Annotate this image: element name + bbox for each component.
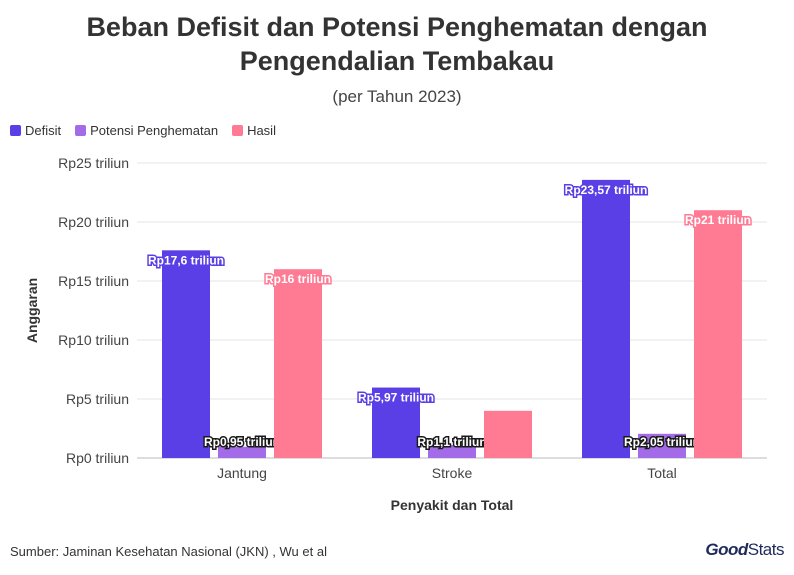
- y-axis-title: Anggaran: [24, 278, 40, 343]
- data-label: Rp21 triliun: [685, 213, 751, 227]
- data-label: Rp1,1 triliun: [417, 435, 486, 449]
- legend: Defisit Potensi Penghematan Hasil: [10, 123, 276, 138]
- y-tick-label: Rp15 triliun: [58, 273, 129, 289]
- bar-potensi-penghematan-stroke: [428, 445, 476, 458]
- legend-swatch-defisit: [10, 125, 21, 136]
- x-tick-label: Total: [647, 465, 677, 481]
- y-tick-label: Rp25 triliun: [58, 155, 129, 171]
- bar-potensi-penghematan-total: [638, 433, 686, 458]
- y-tick-label: Rp5 triliun: [66, 391, 129, 407]
- data-label: Rp23,57 triliun: [565, 183, 648, 197]
- legend-item-defisit[interactable]: Defisit: [10, 123, 61, 138]
- brand-logo-stats: Stats: [747, 540, 785, 559]
- y-tick-label: Rp20 triliun: [58, 214, 129, 230]
- brand-logo: GoodStats: [705, 540, 784, 560]
- data-label: Rp0,95 triliun: [204, 435, 280, 449]
- data-label: Rp5,97 triliun: [358, 391, 434, 405]
- chart-title: Beban Defisit dan Potensi Penghematan de…: [86, 12, 708, 76]
- data-label: Rp17,6 triliun: [148, 253, 224, 267]
- data-label: Rp2,05 triliun: [624, 435, 700, 449]
- x-axis-title: Penyakit dan Total: [391, 497, 514, 513]
- x-tick-label: Stroke: [432, 465, 473, 481]
- legend-item-hasil[interactable]: Hasil: [232, 123, 276, 138]
- source-note: Sumber: Jaminan Kesehatan Nasional (JKN)…: [10, 544, 327, 559]
- brand-logo-good: Good: [705, 540, 748, 559]
- bar-defisit-stroke: [372, 387, 420, 458]
- bar-hasil-jantung: [274, 269, 322, 458]
- y-tick-label: Rp0 triliun: [66, 450, 129, 466]
- legend-swatch-hasil: [232, 125, 244, 136]
- bar-hasil-total: [694, 210, 742, 458]
- legend-label-defisit: Defisit: [25, 123, 62, 138]
- x-tick-label: Jantung: [217, 465, 267, 481]
- bar-potensi-penghematan-jantung: [218, 446, 266, 458]
- legend-label-potensi-penghematan: Potensi Penghematan: [90, 123, 219, 138]
- legend-label-hasil: Hasil: [247, 123, 276, 138]
- data-label: Rp16 triliun: [265, 272, 331, 286]
- legend-swatch-potensi-penghematan: [75, 125, 87, 136]
- bar-defisit-total: [582, 179, 630, 458]
- bar-defisit-jantung: [162, 250, 210, 458]
- y-tick-label: Rp10 triliun: [58, 332, 129, 348]
- chart-subtitle: (per Tahun 2023): [332, 87, 462, 106]
- legend-item-potensi-penghematan[interactable]: Potensi Penghematan: [75, 123, 218, 138]
- bar-hasil-stroke: [484, 410, 532, 458]
